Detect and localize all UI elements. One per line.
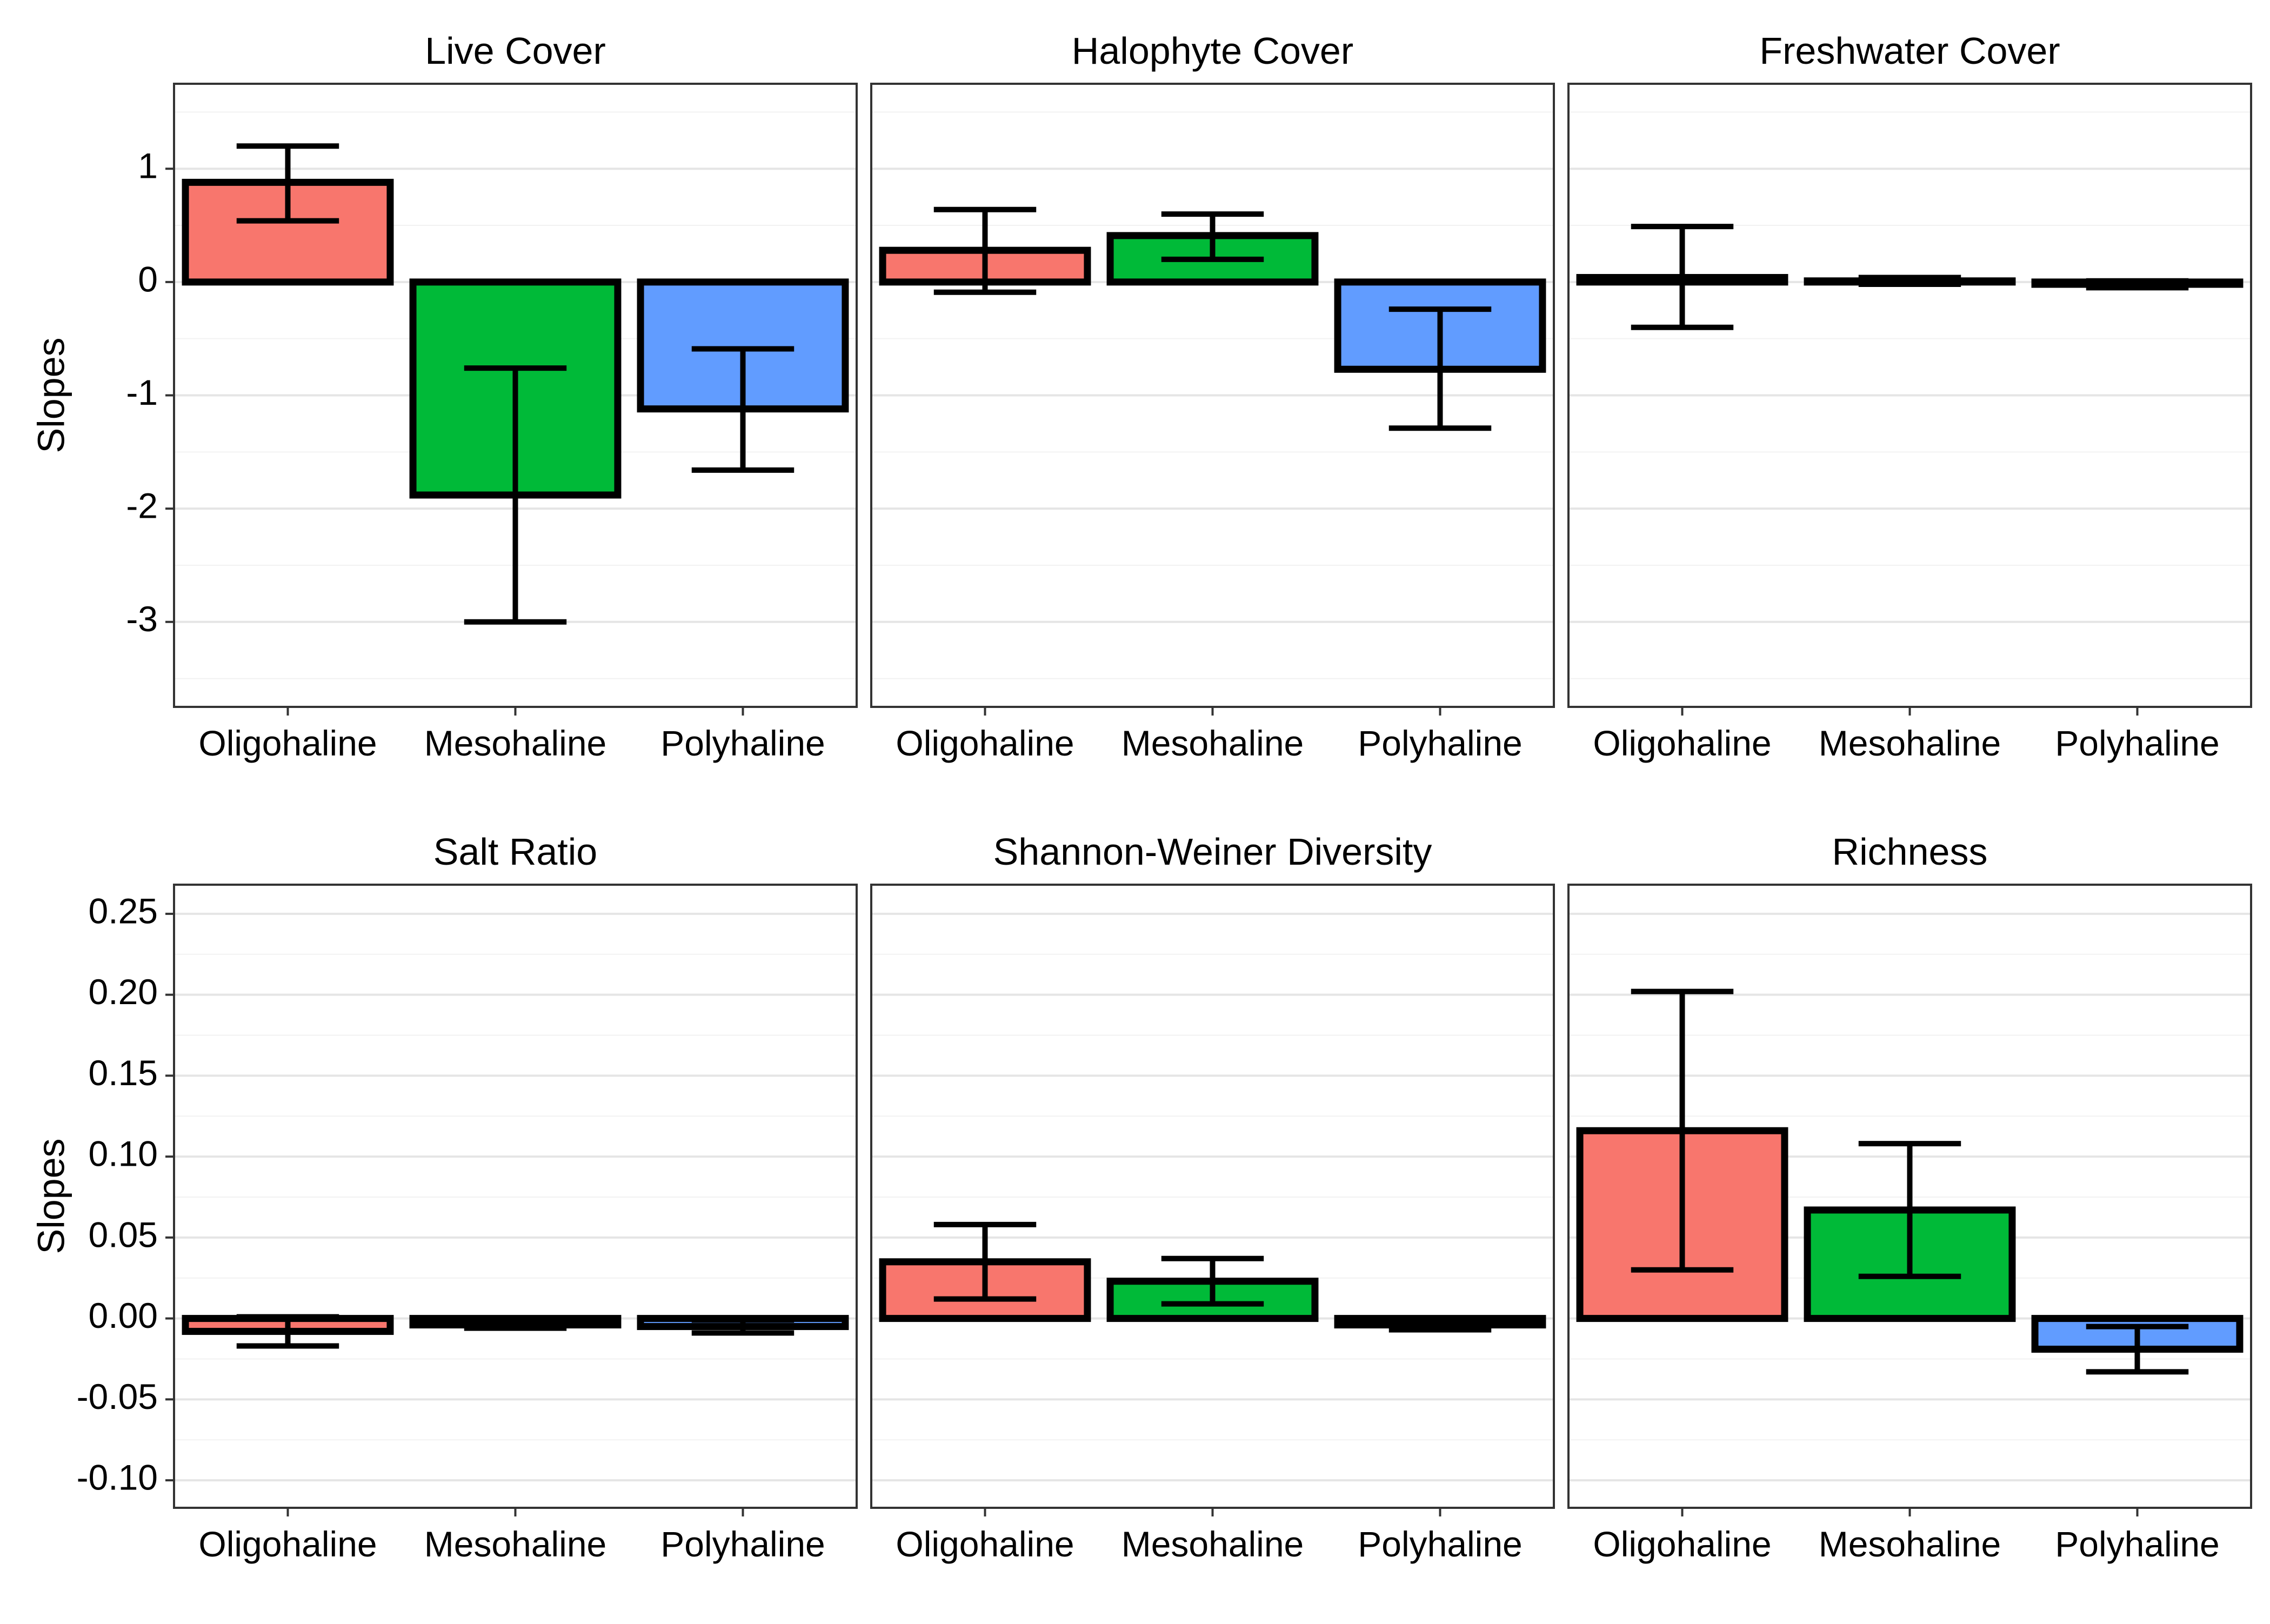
x-tick-label-mesohaline: Mesohaline bbox=[1121, 1524, 1304, 1564]
x-tick-label-polyhaline: Polyhaline bbox=[2055, 1524, 2220, 1564]
y-tick-label: 0.00 bbox=[89, 1295, 158, 1335]
y-tick-label: 0 bbox=[138, 259, 158, 299]
panel-title-salt-ratio: Salt Ratio bbox=[433, 831, 597, 873]
x-tick-label-oligohaline: Oligohaline bbox=[896, 723, 1074, 763]
x-tick-label-polyhaline: Polyhaline bbox=[2055, 723, 2220, 763]
x-tick-label-oligohaline: Oligohaline bbox=[198, 723, 377, 763]
y-axis-title: Slopes bbox=[30, 337, 72, 453]
x-tick-label-oligohaline: Oligohaline bbox=[896, 1524, 1074, 1564]
y-tick-label: 0.10 bbox=[89, 1134, 158, 1174]
panel-title-halophyte-cover: Halophyte Cover bbox=[1072, 30, 1353, 72]
x-tick-label-oligohaline: Oligohaline bbox=[1593, 723, 1771, 763]
panel-title-live-cover: Live Cover bbox=[425, 30, 606, 72]
panel-border bbox=[173, 884, 858, 1509]
panel-title-freshwater-cover: Freshwater Cover bbox=[1759, 30, 2060, 72]
y-tick-label: -1 bbox=[126, 372, 158, 412]
panel-border bbox=[1567, 83, 2252, 708]
x-tick-label-mesohaline: Mesohaline bbox=[1819, 723, 2001, 763]
x-tick-label-mesohaline: Mesohaline bbox=[1819, 1524, 2001, 1564]
x-tick-label-mesohaline: Mesohaline bbox=[424, 723, 607, 763]
bar-live-cover-oligohaline bbox=[182, 178, 394, 286]
panel-border bbox=[173, 83, 858, 708]
y-tick-label: 0.25 bbox=[89, 891, 158, 931]
y-tick-label: 0.05 bbox=[89, 1214, 158, 1254]
panel-border bbox=[1567, 884, 2252, 1509]
panel-title-shannon-weiner-diversity: Shannon-Weiner Diversity bbox=[993, 831, 1432, 873]
x-tick-label-mesohaline: Mesohaline bbox=[424, 1524, 607, 1564]
x-tick-label-polyhaline: Polyhaline bbox=[1358, 723, 1523, 763]
x-tick-label-mesohaline: Mesohaline bbox=[1121, 723, 1304, 763]
panel-border bbox=[870, 83, 1555, 708]
x-tick-label-polyhaline: Polyhaline bbox=[660, 1524, 825, 1564]
x-tick-label-polyhaline: Polyhaline bbox=[660, 723, 825, 763]
y-tick-label: 0.20 bbox=[89, 972, 158, 1012]
panel-border bbox=[870, 884, 1555, 1509]
y-tick-label: -0.10 bbox=[77, 1458, 158, 1498]
x-tick-label-polyhaline: Polyhaline bbox=[1358, 1524, 1523, 1564]
y-tick-label: -0.05 bbox=[77, 1376, 158, 1416]
y-axis-title: Slopes bbox=[30, 1138, 72, 1254]
x-tick-label-oligohaline: Oligohaline bbox=[198, 1524, 377, 1564]
y-tick-label: 1 bbox=[138, 146, 158, 186]
y-tick-label: 0.15 bbox=[89, 1053, 158, 1093]
panel-title-richness: Richness bbox=[1832, 831, 1988, 873]
x-tick-label-oligohaline: Oligohaline bbox=[1593, 1524, 1771, 1564]
y-tick-label: -2 bbox=[126, 486, 158, 526]
y-tick-label: -3 bbox=[126, 599, 158, 639]
